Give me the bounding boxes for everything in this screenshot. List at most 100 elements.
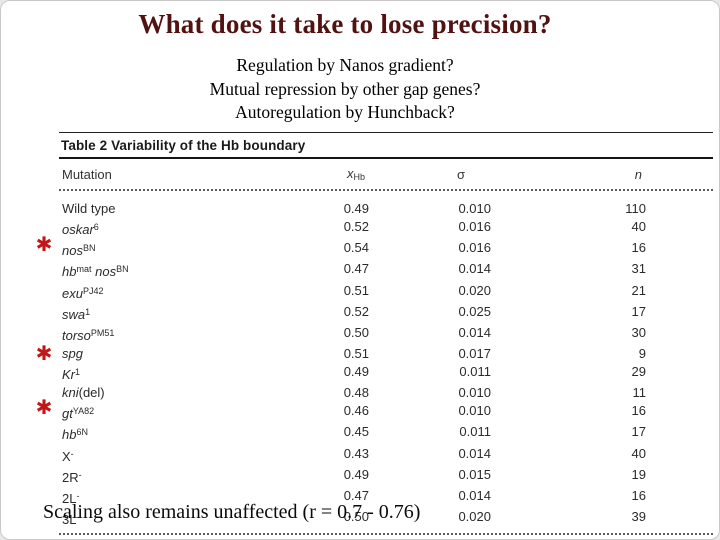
highlight-asterisk: ✱ (35, 341, 53, 366)
n-value: 30 (631, 324, 646, 340)
sigma-value: 0.014 (458, 261, 491, 277)
xhb-value: 0.50 (343, 324, 369, 340)
sigma-value: 0.010 (458, 385, 491, 401)
mutation-name: 2L- (62, 490, 80, 506)
mutation-name: 2R- (62, 469, 82, 485)
table-row: gtYA82 0.46 0.010 16 (59, 402, 713, 423)
mutation-name: Kr1 (62, 367, 81, 382)
table-row: spg 0.51 0.017 9 (59, 345, 713, 363)
n-value: 39 (631, 508, 646, 524)
n-value: 17 (631, 303, 646, 319)
n-value: 17 (631, 424, 646, 440)
mutation-name: spg (62, 345, 83, 361)
question-list: Regulation by Nanos gradient? Mutual rep… (1, 54, 689, 125)
sigma-value: 0.017 (458, 345, 491, 361)
sigma-value: 0.016 (458, 240, 491, 256)
sigma-value: 0.010 (458, 403, 491, 419)
column-header-sigma: σ (456, 166, 465, 182)
xhb-value: 0.49 (343, 201, 369, 216)
xhb-value: 0.52 (343, 219, 369, 235)
table-row: 3L- 0.50 0.020 39 (59, 508, 713, 529)
xhb-value: 0.48 (343, 385, 369, 401)
table-row: 2L- 0.47 0.014 16 (59, 487, 713, 508)
table-body: Wild type 0.49 0.010 110 oskar6 0.52 0.016 40 no… (59, 191, 713, 533)
n-value: 110 (625, 201, 646, 216)
n-value: 19 (631, 466, 646, 482)
table-row: X- 0.43 0.014 40 (59, 445, 713, 466)
xhb-value: 0.49 (343, 364, 369, 379)
n-value: 29 (631, 364, 646, 379)
mutation-name: Wild type (62, 201, 116, 216)
table-row: Kr1 0.49 0.011 29 (59, 363, 713, 384)
mutation-name: kni(del) (62, 385, 105, 401)
column-header-xhb: xHb (346, 166, 365, 182)
sigma-value: 0.025 (458, 303, 491, 319)
table-row: kni(del) 0.48 0.010 11 (59, 384, 713, 402)
table-header-row: Mutation xHb σ n (59, 159, 713, 189)
xhb-value: 0.45 (343, 424, 369, 440)
xhb-value: 0.47 (343, 261, 369, 277)
n-value: 40 (631, 445, 646, 461)
mutation-name: X- (62, 448, 74, 464)
mutation-name: torsoPM51 (62, 327, 115, 343)
sigma-value: 0.014 (458, 445, 491, 461)
mutation-name: hbmat nosBN (62, 264, 129, 280)
table-row: nosBN 0.54 0.016 16 (59, 239, 713, 260)
sigma-value: 0.010 (458, 201, 491, 216)
xhb-value: 0.54 (343, 240, 369, 256)
table-row: hb6N 0.45 0.011 17 (59, 423, 713, 444)
table-figure: Table 2 Variability of the Hb boundary M… (59, 132, 713, 535)
n-value: 11 (632, 385, 647, 401)
sigma-value: 0.011 (459, 364, 491, 379)
table-header-divider (59, 189, 713, 191)
sigma-value: 0.015 (458, 466, 491, 482)
sigma-value: 0.020 (458, 508, 491, 524)
sigma-value: 0.014 (458, 487, 491, 503)
n-value: 16 (631, 240, 646, 256)
xhb-value: 0.46 (343, 403, 369, 419)
n-value: 16 (631, 403, 646, 419)
slide-title: What does it take to lose precision? (138, 9, 552, 39)
sigma-value: 0.016 (458, 219, 491, 235)
question-line-gap-genes: Mutual repression by other gap genes? (209, 78, 481, 99)
table-row: 2R- 0.49 0.015 19 (59, 466, 713, 487)
mutation-name: swa1 (62, 306, 91, 322)
mutation-name: oskar6 (62, 222, 99, 238)
n-value: 40 (631, 219, 646, 235)
n-value: 16 (631, 487, 646, 503)
table-bottom-divider (59, 533, 713, 535)
mutation-name: nosBN (62, 243, 96, 259)
table-row: torsoPM51 0.50 0.014 30 (59, 324, 713, 345)
highlight-asterisk: ✱ (35, 395, 53, 420)
column-header-mutation: Mutation (62, 166, 112, 182)
table-title: Table 2 Variability of the Hb boundary (61, 138, 306, 153)
xhb-value: 0.51 (343, 282, 369, 298)
xhb-value: 0.51 (343, 345, 369, 361)
highlight-asterisk: ✱ (35, 232, 53, 257)
n-value: 31 (631, 261, 646, 277)
sigma-value: 0.020 (458, 282, 491, 298)
xhb-value: 0.47 (343, 487, 369, 503)
n-value: 9 (638, 345, 646, 361)
table-row: swa1 0.52 0.025 17 (59, 303, 713, 324)
mutation-name: hb6N (62, 427, 88, 443)
xhb-value: 0.50 (343, 508, 369, 524)
question-line-hunchback: Autoregulation by Hunchback? (235, 102, 455, 122)
sigma-value: 0.014 (458, 324, 491, 340)
table-row: oskar6 0.52 0.016 40 (59, 218, 713, 239)
column-header-n: n (634, 166, 642, 182)
sigma-value: 0.011 (459, 424, 491, 440)
mutation-name: gtYA82 (62, 406, 95, 422)
xhb-value: 0.49 (343, 466, 369, 482)
xhb-value: 0.43 (343, 445, 369, 461)
table-row: Wild type 0.49 0.010 110 (59, 200, 713, 218)
table-row: hbmat nosBN 0.47 0.014 31 (59, 260, 713, 281)
n-value: 21 (631, 282, 646, 298)
table-row: exuPJ42 0.51 0.020 21 (59, 282, 713, 303)
mutation-name: 3L- (62, 511, 80, 527)
question-line-nanos: Regulation by Nanos gradient? (236, 55, 454, 75)
table-title-rule (59, 157, 713, 159)
mutation-name: exuPJ42 (62, 285, 104, 301)
footer-note: Scaling also remains unaffected (r = 0.7… (43, 501, 421, 523)
